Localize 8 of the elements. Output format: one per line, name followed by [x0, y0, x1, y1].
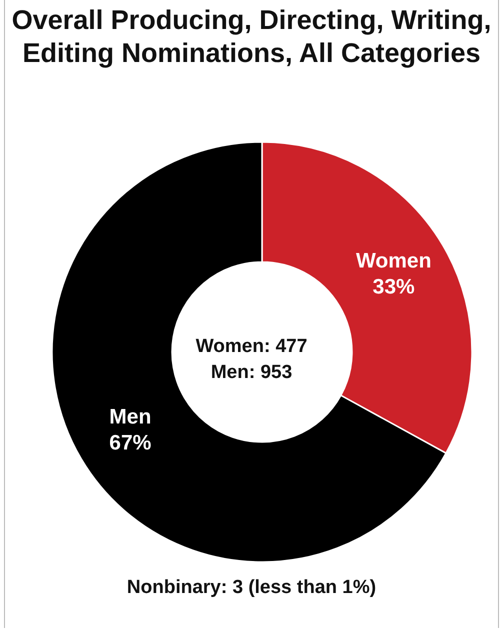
- slice-label: Men: [109, 405, 152, 428]
- data-label: 67%: [109, 431, 152, 454]
- data-label: 33%: [372, 276, 416, 299]
- slice-label: Women: [356, 250, 432, 273]
- text: Women: 477: [196, 336, 308, 357]
- chart-title: Overall Producing, Directing, Writing, Editing Nominations, All Categories: [10, 4, 492, 70]
- text: Nonbinary: 3 (less than 1%): [126, 577, 376, 598]
- text: Men: 953: [210, 362, 292, 383]
